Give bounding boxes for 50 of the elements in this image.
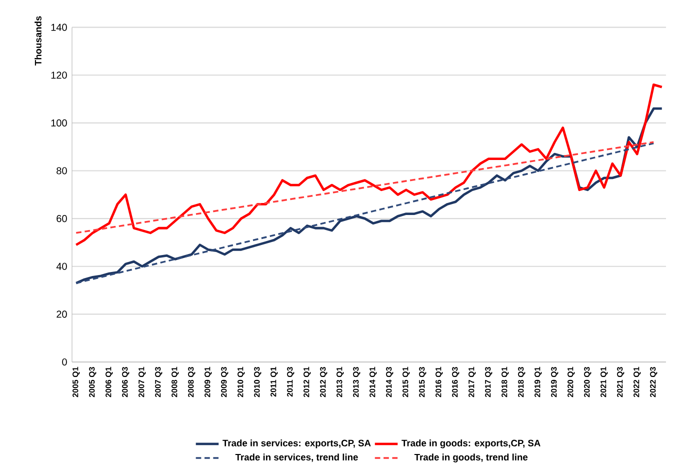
y-tick-label: 0 xyxy=(62,358,67,366)
x-tick-label: 2011 Q1 xyxy=(270,366,278,397)
legend-label: Trade in goods: exports,CP, SA xyxy=(402,440,540,448)
x-tick-label: 2007 Q1 xyxy=(138,366,146,398)
x-tick-label: 2012 Q3 xyxy=(320,366,328,398)
x-tick-label: 2014 Q3 xyxy=(386,366,394,398)
x-tick-label: 2009 Q1 xyxy=(204,366,212,398)
x-tick-label: 2018 Q1 xyxy=(502,366,509,398)
x-tick-label: 2010 Q3 xyxy=(254,366,262,398)
x-tick-label: 2021 Q3 xyxy=(617,366,624,398)
y-tick-label: 60 xyxy=(56,215,67,222)
y-tick-label: 80 xyxy=(56,167,67,174)
y-tick-label: 120 xyxy=(51,72,67,79)
x-tick-label: 2020 Q1 xyxy=(568,366,575,398)
x-tick-label: 2006 Q1 xyxy=(106,366,113,398)
y-axis-title: Thousands xyxy=(34,16,42,66)
x-tick-label: 2011 Q3 xyxy=(287,366,294,397)
x-tick-label: 2019 Q1 xyxy=(534,366,542,398)
x-tick-label: 2017 Q1 xyxy=(468,366,476,398)
y-tick-label: 140 xyxy=(51,24,67,31)
x-tick-label: 2010 Q1 xyxy=(238,366,245,398)
y-tick-label: 100 xyxy=(51,119,67,126)
x-tick-label: 2005 Q1 xyxy=(72,366,80,398)
legend-label: Trade in goods, trend line xyxy=(414,454,528,462)
x-tick-label: 2008 Q1 xyxy=(172,366,179,398)
line-series xyxy=(74,107,664,284)
x-tick-label: 2017 Q3 xyxy=(485,366,492,398)
x-tick-label: 2013 Q1 xyxy=(336,366,344,398)
legend-label: Trade in services: exports,CP, SA xyxy=(222,440,371,448)
legend-label: Trade in services, trend line xyxy=(235,454,358,462)
x-tick-label: 2016 Q1 xyxy=(436,366,443,398)
x-tick-label: 2015 Q3 xyxy=(419,366,426,398)
x-tick-label: 2008 Q3 xyxy=(188,366,196,398)
x-tick-label: 2015 Q1 xyxy=(402,366,410,398)
x-tick-label: 2021 Q1 xyxy=(600,366,608,398)
x-tick-label: 2020 Q3 xyxy=(584,366,592,398)
x-tick-label: 2005 Q3 xyxy=(89,366,96,398)
x-tick-label: 2007 Q3 xyxy=(155,366,162,398)
y-tick-label: 40 xyxy=(56,262,67,270)
x-tick-label: 2009 Q3 xyxy=(221,366,228,398)
x-tick-label: 2006 Q3 xyxy=(122,366,130,398)
x-tick-label: 2014 Q1 xyxy=(370,366,377,398)
y-tick-label: 20 xyxy=(56,310,67,318)
x-tick-label: 2018 Q3 xyxy=(518,366,526,398)
x-tick-label: 2022 Q3 xyxy=(650,366,658,398)
x-tick-label: 2022 Q1 xyxy=(634,366,641,398)
x-tick-label: 2012 Q1 xyxy=(304,366,311,398)
x-tick-label: 2019 Q3 xyxy=(551,366,558,398)
x-tick-label: 2013 Q3 xyxy=(353,366,360,398)
x-tick-label: 2016 Q3 xyxy=(452,366,460,398)
